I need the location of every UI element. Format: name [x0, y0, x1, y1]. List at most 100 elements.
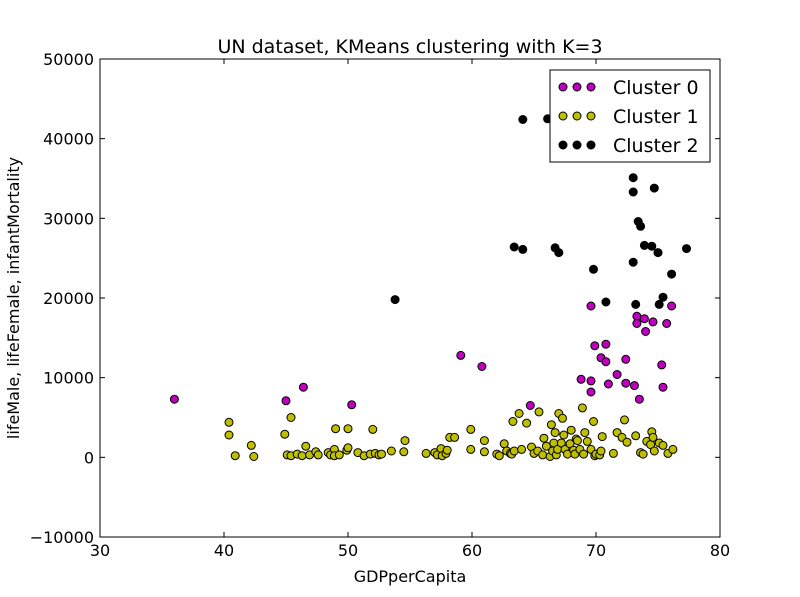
point-cluster-2-15: [639, 240, 649, 250]
point-cluster-0-14: [601, 339, 611, 349]
point-cluster-1-14: [313, 450, 323, 460]
legend-marker: [572, 140, 582, 150]
point-cluster-0-18: [621, 354, 631, 364]
point-cluster-0-24: [641, 327, 651, 336]
point-cluster-1-103: [638, 449, 648, 459]
point-cluster-1-27: [368, 424, 378, 434]
point-cluster-2-10: [628, 187, 638, 197]
point-cluster-0-3: [347, 400, 357, 410]
point-cluster-2-22: [682, 244, 691, 254]
y-tick-label: 40000: [43, 130, 94, 149]
point-cluster-1-46: [479, 447, 489, 457]
point-cluster-0-26: [657, 360, 667, 370]
point-cluster-1-2: [230, 451, 240, 461]
point-cluster-0-0: [169, 394, 179, 404]
point-cluster-0-9: [586, 376, 596, 386]
point-cluster-2-7: [589, 264, 598, 274]
legend: Cluster 0 Cluster 1 Cluster 2: [549, 69, 711, 163]
point-cluster-0-22: [634, 394, 644, 404]
point-cluster-1-88: [582, 436, 592, 446]
point-cluster-2-21: [667, 269, 677, 279]
point-cluster-2-1: [509, 242, 519, 252]
point-cluster-1-112: [668, 444, 678, 454]
point-cluster-1-66: [546, 420, 556, 430]
x-tick-label: 60: [462, 541, 482, 560]
point-cluster-1-4: [249, 452, 259, 461]
point-cluster-0-17: [621, 378, 631, 388]
y-tick-label: −10000: [30, 528, 94, 547]
point-cluster-1-53: [508, 417, 518, 426]
point-cluster-2-12: [631, 299, 641, 309]
point-cluster-2-8: [601, 297, 611, 307]
point-cluster-1-11: [301, 441, 311, 451]
x-tick-label: 30: [90, 541, 110, 560]
point-cluster-1-48: [494, 451, 504, 461]
legend-marker: [558, 111, 568, 121]
legend-marker: [558, 140, 568, 150]
point-cluster-2-20: [658, 292, 668, 302]
points-layer: [169, 114, 691, 461]
point-cluster-1-34: [421, 448, 431, 458]
point-cluster-1-7: [286, 413, 296, 422]
point-cluster-1-45: [479, 436, 489, 446]
point-cluster-1-79: [566, 425, 576, 435]
legend-label: Cluster 2: [613, 135, 699, 157]
point-cluster-1-56: [517, 444, 527, 454]
point-cluster-0-5: [477, 362, 487, 371]
point-cluster-1-101: [631, 431, 641, 441]
point-cluster-2-14: [636, 221, 646, 231]
point-cluster-0-21: [632, 319, 642, 328]
x-tick-label: 80: [710, 541, 730, 560]
point-cluster-1-110: [658, 440, 668, 450]
point-cluster-1-108: [649, 446, 659, 456]
y-tick-label: 50000: [43, 50, 94, 69]
point-cluster-1-95: [597, 432, 607, 442]
point-cluster-1-107: [648, 432, 658, 442]
y-tick-label: 30000: [43, 209, 94, 228]
point-cluster-1-33: [400, 436, 410, 446]
point-cluster-1-63: [539, 433, 549, 443]
y-tick-label: 20000: [43, 289, 94, 308]
point-cluster-1-3: [246, 440, 256, 450]
point-cluster-1-42: [450, 432, 460, 442]
x-tick-label: 70: [586, 541, 606, 560]
point-cluster-1-19: [331, 424, 341, 434]
point-cluster-1-69: [550, 428, 560, 438]
legend-marker: [572, 82, 582, 92]
point-cluster-0-28: [662, 319, 672, 328]
point-cluster-1-23: [343, 424, 353, 434]
y-tick-label: 10000: [43, 369, 94, 388]
legend-items: Cluster 0 Cluster 1 Cluster 2: [558, 77, 699, 157]
legend-marker: [586, 140, 596, 150]
point-cluster-0-11: [590, 341, 600, 351]
chart-title: UN dataset, KMeans clustering with K=3: [217, 36, 602, 58]
point-cluster-0-23: [639, 314, 649, 324]
point-cluster-1-99: [620, 415, 629, 425]
point-cluster-1-57: [522, 418, 532, 428]
y-tick-label: 0: [84, 448, 94, 467]
point-cluster-1-0: [224, 417, 234, 427]
point-cluster-0-7: [576, 374, 586, 384]
point-cluster-0-15: [603, 379, 613, 389]
point-cluster-2-18: [653, 248, 663, 258]
point-cluster-2-6: [554, 248, 564, 258]
point-cluster-1-74: [558, 413, 567, 423]
point-cluster-1-62: [538, 450, 548, 460]
point-cluster-1-1: [224, 430, 234, 440]
point-cluster-1-5: [280, 429, 290, 439]
point-cluster-1-44: [466, 424, 476, 434]
legend-marker: [572, 111, 582, 121]
point-cluster-0-2: [298, 382, 308, 392]
point-cluster-1-85: [577, 403, 587, 413]
point-cluster-1-75: [559, 430, 569, 440]
x-axis: 30 40 50 60 70 80: [90, 59, 730, 560]
point-cluster-1-20: [334, 450, 344, 460]
point-cluster-0-27: [658, 382, 668, 392]
x-tick-label: 50: [338, 541, 358, 560]
point-cluster-1-40: [442, 445, 452, 455]
legend-marker: [586, 82, 596, 92]
point-cluster-2-11: [628, 257, 638, 267]
point-cluster-0-29: [667, 301, 677, 311]
point-cluster-2-17: [649, 183, 659, 193]
point-cluster-0-4: [456, 350, 466, 360]
